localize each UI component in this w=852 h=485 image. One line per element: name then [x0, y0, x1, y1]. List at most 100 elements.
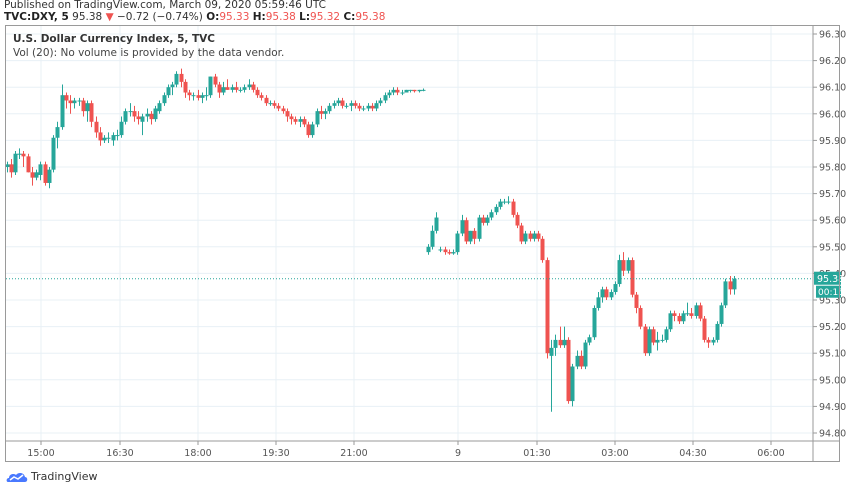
candle: [558, 326, 563, 348]
candle: [327, 103, 332, 114]
candle: [651, 326, 656, 346]
quote-line: TVC:DXY, 5 95.38 ▼ −0.72 (−0.74%) O:95.3…: [4, 11, 385, 23]
candle: [455, 230, 460, 255]
x-tick-label: 04:30: [679, 448, 706, 459]
candle: [562, 326, 567, 348]
brand-name: TradingView: [31, 470, 98, 483]
candle: [498, 198, 503, 210]
candle: [247, 79, 252, 90]
candle: [655, 331, 660, 351]
candle: [604, 286, 609, 300]
candle: [723, 278, 728, 308]
candle: [600, 286, 605, 303]
y-tick-label: 95.80: [819, 163, 846, 174]
candle: [208, 76, 213, 98]
high-value: 95.38: [265, 11, 296, 23]
candle: [460, 214, 465, 237]
candle: [289, 113, 294, 125]
candle: [592, 305, 597, 340]
candle: [361, 105, 366, 112]
candle: [64, 92, 69, 109]
candle: [268, 100, 273, 106]
tradingview-logo[interactable]: TradingView: [6, 470, 97, 483]
candle: [519, 222, 524, 245]
candle: [349, 100, 354, 112]
candle: [643, 323, 648, 356]
y-tick-label: 95.90: [819, 136, 846, 147]
candle: [502, 198, 507, 205]
candle: [617, 254, 622, 287]
low-value: 95.32: [310, 11, 341, 23]
candle: [353, 100, 358, 109]
candle: [145, 108, 150, 122]
y-tick-label: 96.20: [819, 56, 846, 67]
candle: [417, 89, 422, 93]
candle: [685, 302, 690, 316]
published-line: Published on TradingView.com, March 09, …: [4, 0, 326, 11]
candle: [596, 292, 601, 311]
candle: [51, 135, 56, 173]
countdown-badge: [816, 285, 841, 298]
candle: [511, 198, 516, 218]
candle: [438, 246, 443, 253]
candle: [523, 230, 528, 245]
candle: [204, 87, 209, 101]
y-tick-label: 96.30: [819, 30, 846, 41]
candle: [221, 81, 226, 96]
candle: [468, 230, 473, 245]
candle: [426, 244, 431, 255]
candle: [366, 103, 371, 112]
candle: [528, 230, 533, 242]
candle: [668, 310, 673, 332]
candle: [400, 89, 405, 96]
candle: [711, 337, 716, 346]
candle: [344, 103, 349, 109]
candle: [310, 121, 315, 138]
x-tick-label: 15:00: [27, 448, 54, 459]
x-tick-label: 18:00: [184, 448, 211, 459]
candle: [609, 289, 614, 300]
candle: [443, 246, 448, 255]
candle: [340, 97, 345, 109]
candle: [732, 276, 737, 295]
candle: [132, 105, 137, 122]
candle: [123, 108, 128, 125]
candle: [702, 315, 707, 343]
candle: [234, 81, 239, 93]
candle: [213, 73, 218, 88]
candle: [677, 313, 682, 324]
change: −0.72 (−0.74%): [117, 11, 203, 23]
candle: [298, 116, 303, 128]
last-price: 95.38: [72, 11, 103, 23]
candle: [323, 108, 328, 120]
close-value: 95.38: [355, 11, 386, 23]
candle: [68, 95, 73, 114]
candle: [698, 302, 703, 322]
candle: [13, 151, 18, 175]
x-tick-label: 06:00: [757, 448, 784, 459]
candle: [30, 167, 35, 186]
candle: [532, 230, 537, 242]
candle: [681, 310, 686, 324]
close-label: C:: [343, 11, 356, 23]
candle: [395, 87, 400, 96]
candle: [153, 105, 158, 122]
candle: [302, 116, 307, 128]
candle: [494, 204, 499, 215]
candle: [9, 159, 14, 178]
open-label: O:: [206, 11, 220, 23]
candle: [660, 334, 665, 343]
open-value: 95.33: [219, 11, 250, 23]
candle: [115, 129, 120, 141]
candle: [383, 92, 388, 104]
candle: [634, 292, 639, 314]
candle: [579, 350, 584, 370]
candle: [162, 92, 167, 106]
candle: [357, 103, 362, 112]
candle: [621, 252, 626, 277]
candle: [217, 81, 222, 98]
candle: [706, 337, 711, 348]
y-tick-label: 96.10: [819, 83, 846, 94]
candle: [626, 257, 631, 274]
